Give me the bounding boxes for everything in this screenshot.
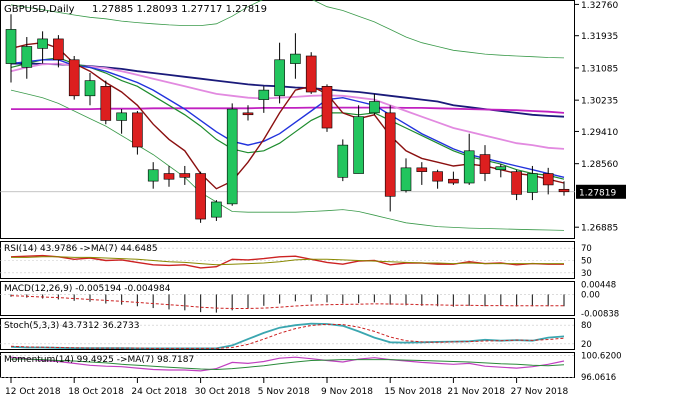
price-axis-label: 1.32760 xyxy=(581,1,618,11)
candle-bull xyxy=(37,38,48,49)
candle-bull xyxy=(274,59,285,97)
candle-bear xyxy=(163,173,175,180)
chart-header-ohlc: 1.27885 1.28093 1.27717 1.27819 xyxy=(92,4,267,15)
candle-bull xyxy=(495,166,507,171)
rsi-series-line xyxy=(10,254,564,269)
momentum-panel: 100.6200 96.0616 Momentum(14) 99.4925 ->MA… xyxy=(0,352,622,383)
candle-bear xyxy=(416,167,428,172)
price-candles xyxy=(5,14,570,223)
candle-bull xyxy=(226,108,238,205)
candle-bear xyxy=(384,112,396,197)
panel-frames xyxy=(0,0,575,378)
candle-bull xyxy=(116,112,127,121)
candle-bull xyxy=(463,150,475,184)
price-axis-label: 1.26885 xyxy=(581,224,618,234)
candle-bull xyxy=(400,167,412,191)
candle-bear xyxy=(432,171,443,182)
price-axis-label: 1.31935 xyxy=(581,32,618,42)
stoch-series-line xyxy=(10,323,565,349)
candle-bear xyxy=(53,38,64,61)
current-price-label: 1.27819 xyxy=(579,188,616,198)
macd-axis-label: -0.00838 xyxy=(581,309,619,319)
stoch-title: Stoch(5,3,3) 43.7312 36.2733 xyxy=(4,321,139,331)
price-axis-label: 1.28560 xyxy=(581,160,618,170)
stoch-panel-frame xyxy=(0,318,575,350)
candle-bear xyxy=(542,173,554,186)
candle-bull xyxy=(211,201,222,218)
rsi-panel-frame xyxy=(0,241,575,279)
rsi-axis-label: 30 xyxy=(581,269,592,279)
x-axis-label: 9 Nov 2018 xyxy=(321,387,373,397)
chart-header-symbol: GBPUSD,Daily xyxy=(4,4,75,15)
candle-bear xyxy=(132,112,143,148)
momentum-series-line xyxy=(10,356,565,372)
candle-bull xyxy=(527,173,538,193)
x-axis-label: 21 Nov 2018 xyxy=(447,387,505,397)
price-axis-label: 1.31085 xyxy=(581,64,618,74)
current-price-box xyxy=(576,184,626,199)
price-line-bands-lower xyxy=(10,89,565,231)
x-axis-label: 5 Nov 2018 xyxy=(258,387,310,397)
rsi-panel: 70 50 30 RSI(14) 43.9786 ->MA(7) 44.6485 xyxy=(0,244,592,279)
price-panel-frame xyxy=(0,0,575,239)
candle-bear xyxy=(195,173,206,220)
stoch-axis-label: 80 xyxy=(581,321,592,331)
candle-bear xyxy=(479,154,491,174)
candle-bull xyxy=(290,53,301,64)
candle-bull xyxy=(147,169,159,182)
stoch-axis-label: 20 xyxy=(581,340,592,350)
candle-bear xyxy=(68,59,80,97)
stoch-panel: 80 20 Stoch(5,3,3) 43.7312 36.2733 xyxy=(0,321,592,350)
momentum-title: Momentum(14) 99.4925 ->MA(7) 98.7187 xyxy=(4,355,194,365)
momentum-axis-label: 100.6200 xyxy=(581,352,622,362)
macd-panel-frame xyxy=(0,281,575,316)
price-axis-label: 1.30235 xyxy=(581,97,618,107)
candle-bull xyxy=(258,89,270,100)
candle-bull xyxy=(5,29,17,64)
macd-title: MACD(12,26,9) -0.005194 -0.004984 xyxy=(4,284,171,294)
rsi-axis-label: 50 xyxy=(581,257,592,267)
candle-bear xyxy=(321,86,333,129)
momentum-axis-label: 96.0616 xyxy=(581,373,616,383)
macd-axis-label: 0.00 xyxy=(581,290,600,300)
price-line-ma-pink xyxy=(10,62,565,150)
candle-bull xyxy=(353,116,364,174)
macd-signal-line xyxy=(10,295,564,309)
price-axis: 1.32760 1.31935 1.31085 1.30235 1.29410 1.285… xyxy=(575,1,626,234)
price-axis-label: 1.29410 xyxy=(581,128,618,138)
candle-bull xyxy=(84,80,96,97)
x-axis-label: 27 Nov 2018 xyxy=(511,387,569,397)
price-line-bands-upper xyxy=(10,0,565,59)
x-axis-label: 15 Nov 2018 xyxy=(384,387,442,397)
candle-bear xyxy=(100,86,112,121)
x-axis-label: 12 Oct 2018 xyxy=(5,387,61,397)
x-axis-label: 30 Oct 2018 xyxy=(195,387,251,397)
x-axis-label: 24 Oct 2018 xyxy=(131,387,187,397)
rsi-axis-label: 70 xyxy=(581,244,592,254)
candle-bull xyxy=(21,46,33,68)
rsi-series-line xyxy=(11,256,564,266)
candle-bear xyxy=(305,55,317,93)
momentum-panel-frame xyxy=(0,352,575,378)
candle-bear xyxy=(511,171,522,195)
candle-bear xyxy=(242,112,254,116)
x-axis-label: 18 Oct 2018 xyxy=(68,387,124,397)
macd-axis-label: 0.00448 xyxy=(581,280,616,290)
candle-bear xyxy=(179,173,191,178)
candle-bull xyxy=(369,101,380,114)
candle-bear xyxy=(558,188,570,193)
candle-bull xyxy=(337,144,349,178)
candle-bear xyxy=(448,178,459,184)
x-axis: 12 Oct 2018 18 Oct 2018 24 Oct 2018 30 Oct … xyxy=(5,378,569,397)
rsi-title: RSI(14) 43.9786 ->MA(7) 44.6485 xyxy=(4,244,158,254)
momentum-series-line xyxy=(11,358,565,371)
